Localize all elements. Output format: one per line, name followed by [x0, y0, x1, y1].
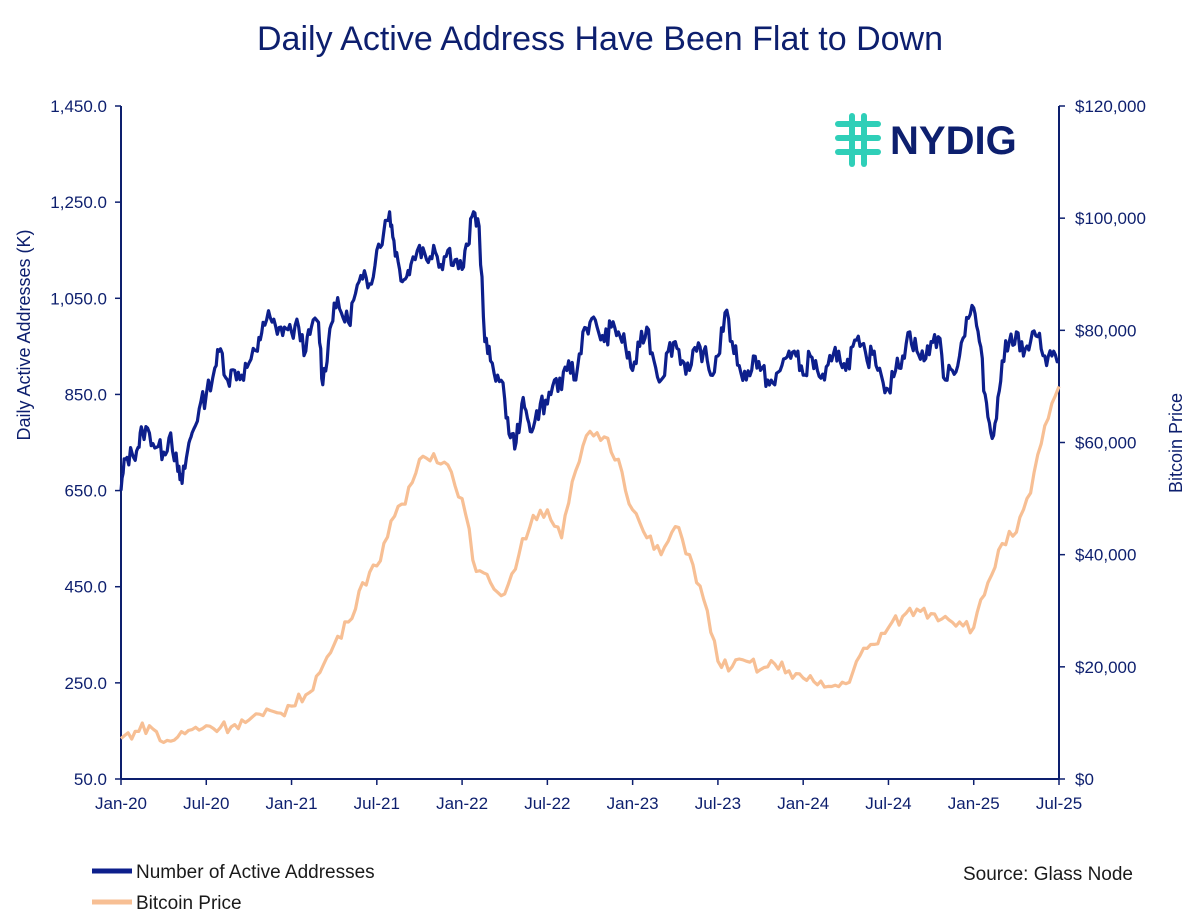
y-tick-label: 250.0: [64, 674, 107, 693]
legend-label-bitcoin-price: Bitcoin Price: [136, 893, 242, 914]
series-line-active-addresses: [119, 210, 1060, 491]
x-tick-label: Jul-25: [1036, 794, 1082, 813]
y-axis-label: Daily Active Addresses (K): [14, 229, 34, 440]
y2-tick-label: $120,000: [1075, 97, 1146, 116]
series-line-bitcoin-price: [119, 385, 1061, 745]
nydig-logo: NYDIG: [835, 113, 1017, 167]
y2-tick-label: $80,000: [1075, 321, 1136, 340]
legend: Number of Active Addresses Bitcoin Price: [92, 862, 375, 914]
legend-item-active-addresses: Number of Active Addresses: [92, 862, 375, 883]
y-tick-label: 450.0: [64, 578, 107, 597]
y2-axis-label: Bitcoin Price: [1166, 393, 1186, 493]
x-tick-label: Jan-25: [948, 794, 1000, 813]
y-tick-label: 50.0: [74, 770, 107, 789]
x-tick-label: Jul-21: [354, 794, 400, 813]
y2-tick-label: $20,000: [1075, 658, 1136, 677]
x-tick-label: Jul-23: [695, 794, 741, 813]
y2-tick-label: $0: [1075, 770, 1094, 789]
y-tick-label: 1,250.0: [50, 193, 107, 212]
x-tick-label: Jul-22: [524, 794, 570, 813]
series-group: [119, 210, 1061, 745]
source-note: Source: Glass Node: [963, 864, 1133, 885]
legend-item-bitcoin-price: Bitcoin Price: [92, 893, 242, 914]
x-tick-label: Jan-20: [95, 794, 147, 813]
y-tick-label: 650.0: [64, 482, 107, 501]
y2-tick-label: $60,000: [1075, 434, 1136, 453]
x-tick-label: Jan-24: [777, 794, 829, 813]
x-axis-ticks: Jan-20 Jul-20 Jan-21 Jul-21 Jan-22 Jul-22 Jan-…: [95, 779, 1082, 813]
chart-title: Daily Active Address Have Been Flat to D…: [257, 20, 943, 58]
y2-tick-label: $100,000: [1075, 209, 1146, 228]
y-tick-label: 850.0: [64, 385, 107, 404]
x-tick-label: Jan-23: [607, 794, 659, 813]
x-tick-label: Jan-22: [436, 794, 488, 813]
x-tick-label: Jan-21: [266, 794, 318, 813]
y2-axis-ticks: $120,000 $100,000 $80,000 $60,000 $40,000 $20…: [1059, 97, 1146, 789]
y2-tick-label: $40,000: [1075, 546, 1136, 565]
y-tick-label: 1,450.0: [50, 97, 107, 116]
legend-label-active-addresses: Number of Active Addresses: [136, 862, 375, 883]
axes: [120, 106, 1060, 780]
nydig-logo-icon: [835, 113, 881, 167]
nydig-logo-text: NYDIG: [890, 119, 1017, 163]
x-tick-label: Jul-24: [865, 794, 911, 813]
x-tick-label: Jul-20: [183, 794, 229, 813]
y-axis-ticks: 1,450.0 1,250.0 1,050.0 850.0 650.0 450.0 250.…: [50, 97, 121, 789]
y-tick-label: 1,050.0: [50, 289, 107, 308]
